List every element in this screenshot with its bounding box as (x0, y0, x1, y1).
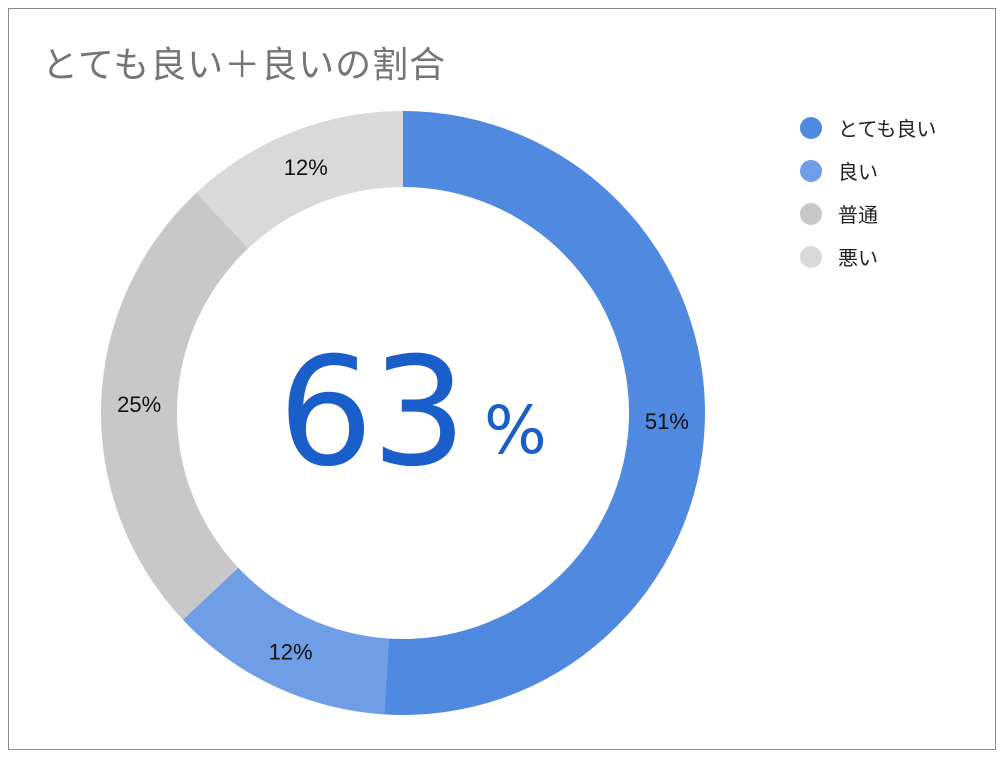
legend-item[interactable]: 普通 (800, 192, 990, 235)
donut-slice[interactable] (101, 192, 249, 620)
donut-slices (101, 111, 706, 716)
legend-label: 悪い (838, 246, 878, 270)
center-unit: % (484, 392, 547, 469)
donut-slice[interactable] (196, 111, 403, 249)
donut-slice[interactable] (384, 111, 706, 716)
legend-label: 普通 (838, 203, 878, 227)
center-percentage: 63 % (278, 318, 578, 508)
legend-item[interactable]: 良い (800, 149, 990, 192)
legend-swatch-circle-icon (800, 202, 822, 225)
legend-swatch-circle-icon (800, 159, 822, 182)
legend-item[interactable]: とても良い (800, 106, 990, 149)
legend-swatch-circle-icon (800, 116, 822, 139)
chart-title: とても良い＋良いの割合 (42, 45, 447, 86)
legend: とても良い 良い 普通 悪い (800, 106, 990, 278)
legend-item[interactable]: 悪い (800, 235, 990, 278)
slice-label: 12% (284, 155, 328, 180)
legend-label: 良い (838, 160, 878, 184)
donut-slice-labels: 51% 12% 25% 12% (117, 155, 689, 664)
legend-label: とても良い (838, 117, 937, 141)
center-number: 63 (278, 326, 467, 500)
donut-slice[interactable] (182, 567, 389, 715)
legend-swatch-circle-icon (800, 245, 822, 268)
slice-label: 51% (645, 409, 689, 434)
slice-label: 25% (117, 392, 161, 417)
slice-label: 12% (269, 639, 313, 664)
